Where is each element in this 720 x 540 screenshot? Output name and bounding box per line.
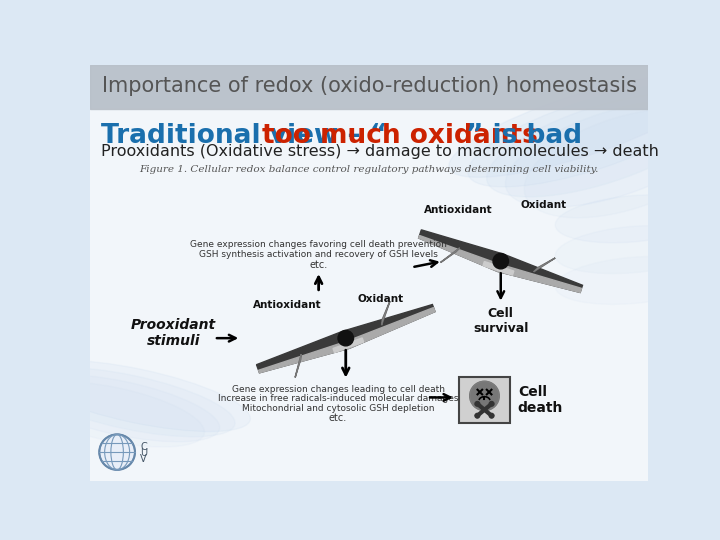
Ellipse shape <box>524 109 720 218</box>
Text: Gene expression changes favoring cell death prevention: Gene expression changes favoring cell de… <box>190 240 447 249</box>
Circle shape <box>469 381 499 410</box>
Circle shape <box>99 434 135 470</box>
Circle shape <box>338 330 354 346</box>
Text: GSH synthesis activation and recovery of GSH levels: GSH synthesis activation and recovery of… <box>199 251 438 259</box>
Polygon shape <box>418 230 582 293</box>
Ellipse shape <box>22 360 251 431</box>
Text: Figure 1. Cellular redox balance control regulatory pathways determining cell vi: Figure 1. Cellular redox balance control… <box>139 165 599 174</box>
Text: ” is bad: ” is bad <box>466 123 582 148</box>
Text: Prooxidant
stimuli: Prooxidant stimuli <box>131 318 216 348</box>
Circle shape <box>475 414 480 418</box>
Ellipse shape <box>505 101 720 207</box>
Polygon shape <box>382 301 390 325</box>
Circle shape <box>490 414 494 418</box>
Ellipse shape <box>468 84 712 187</box>
Polygon shape <box>295 354 301 377</box>
Ellipse shape <box>22 382 204 447</box>
Text: Prooxidants (Oxidative stress) → damage to macromolecules → death: Prooxidants (Oxidative stress) → damage … <box>101 144 659 159</box>
Text: Mitochondrial and cytosolic GSH depletion: Mitochondrial and cytosolic GSH depletio… <box>242 403 434 413</box>
Bar <box>90 65 648 109</box>
Polygon shape <box>441 248 459 262</box>
Text: Traditional view – “: Traditional view – “ <box>101 123 387 148</box>
Text: Gene expression changes leading to cell death: Gene expression changes leading to cell … <box>232 385 444 394</box>
Text: Cell
survival: Cell survival <box>473 307 528 335</box>
Polygon shape <box>441 248 459 262</box>
Text: Oxidant: Oxidant <box>358 294 404 303</box>
Circle shape <box>469 381 499 410</box>
Polygon shape <box>333 338 364 353</box>
Polygon shape <box>256 305 435 373</box>
Polygon shape <box>258 308 435 373</box>
Ellipse shape <box>22 367 235 437</box>
Ellipse shape <box>555 195 710 243</box>
Polygon shape <box>534 258 555 272</box>
Circle shape <box>493 253 508 269</box>
Text: Importance of redox (oxido-reduction) homeostasis: Importance of redox (oxido-reduction) ho… <box>102 76 636 96</box>
Ellipse shape <box>555 256 710 305</box>
Polygon shape <box>483 261 514 275</box>
Polygon shape <box>382 301 390 325</box>
Ellipse shape <box>22 375 220 442</box>
Text: V: V <box>140 454 147 464</box>
Circle shape <box>475 402 480 406</box>
Polygon shape <box>534 258 555 272</box>
Text: Antioxidant: Antioxidant <box>253 300 322 309</box>
Polygon shape <box>295 354 301 377</box>
Text: etc.: etc. <box>310 260 328 271</box>
Bar <box>90 110 648 481</box>
Text: etc.: etc. <box>329 413 347 423</box>
Text: Cell
death: Cell death <box>518 384 563 415</box>
Polygon shape <box>418 235 582 293</box>
FancyBboxPatch shape <box>459 377 510 423</box>
Text: Increase in free radicals-induced molecular damages: Increase in free radicals-induced molecu… <box>217 394 458 403</box>
Ellipse shape <box>487 93 716 197</box>
Text: too much oxidants: too much oxidants <box>262 123 538 148</box>
Text: U: U <box>140 448 148 458</box>
Text: C: C <box>140 442 147 452</box>
Text: Oxidant: Oxidant <box>521 200 567 210</box>
Ellipse shape <box>449 76 708 177</box>
Circle shape <box>490 402 494 406</box>
Text: Antioxidant: Antioxidant <box>424 205 492 215</box>
Ellipse shape <box>555 226 710 274</box>
